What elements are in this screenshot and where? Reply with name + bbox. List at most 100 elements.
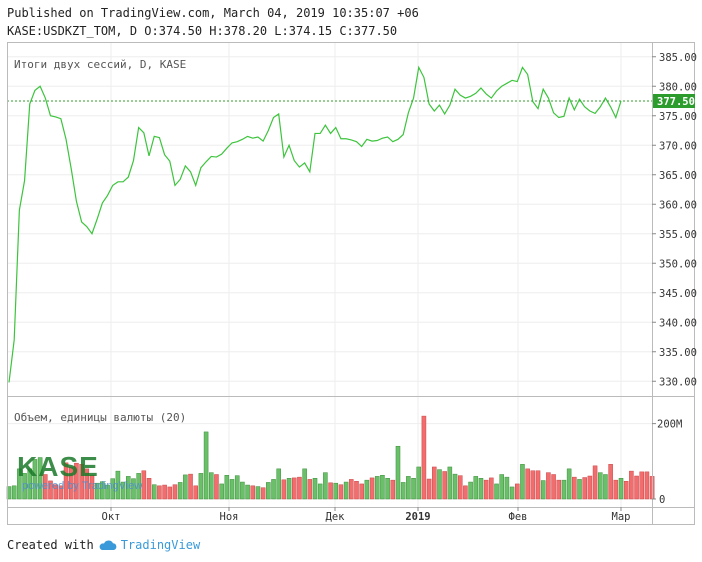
volume-bar <box>131 478 136 500</box>
price-line <box>7 65 652 383</box>
volume-bar <box>432 466 437 500</box>
x-tick-label: Мар <box>612 511 631 523</box>
outer-frame <box>7 42 695 525</box>
volume-bar <box>307 479 313 500</box>
volume-bar <box>572 476 577 500</box>
volume-bar <box>634 475 639 500</box>
x-tick-label: 2019 <box>405 511 430 523</box>
volume-bar <box>597 472 603 500</box>
volume-bar <box>385 478 390 500</box>
volume-bar <box>629 470 634 500</box>
volume-bar <box>58 485 64 500</box>
volume-bar <box>281 479 287 500</box>
volume-bar <box>240 481 245 500</box>
volume-bar <box>172 484 178 500</box>
volume-bar <box>79 464 84 500</box>
volume-bar <box>312 478 318 500</box>
kase-logo: KASE powered by TradingView <box>17 451 142 492</box>
volume-bar <box>577 479 582 500</box>
volume-bar <box>530 470 536 500</box>
x-tick-label: Фев <box>509 511 528 523</box>
volume-bar <box>411 478 416 500</box>
volume-bar <box>515 483 520 500</box>
tradingview-brand[interactable]: TradingView <box>98 538 200 552</box>
volume-bar <box>323 472 328 500</box>
x-tick-label: Ноя <box>220 511 239 523</box>
price-pane-title: Итоги двух сессий, D, KASE <box>14 58 186 71</box>
volume-bar <box>380 475 385 500</box>
volume-bar <box>250 485 256 500</box>
volume-bar <box>452 473 458 500</box>
volume-bar <box>374 476 380 500</box>
volume-bar <box>540 480 546 500</box>
volume-bar <box>457 475 463 500</box>
volume-bar <box>520 464 525 500</box>
volume-bar <box>478 478 484 500</box>
grid <box>7 42 652 507</box>
volume-tick-label: 200M <box>657 419 682 431</box>
y-tick-label: 375.00 <box>659 111 697 123</box>
volume-bar <box>141 470 147 500</box>
volume-bar <box>229 479 235 500</box>
x-tick-label: Окт <box>102 511 121 523</box>
volume-bar <box>525 468 530 500</box>
volume-bar <box>100 481 105 500</box>
volume-bar <box>551 474 556 500</box>
y-tick-label: 385.00 <box>659 52 697 64</box>
chart-frame <box>7 42 695 525</box>
volume-bar <box>582 477 587 500</box>
y-tick-label: 380.00 <box>659 81 697 93</box>
volume-bar <box>504 476 510 500</box>
volume-bar <box>623 481 629 500</box>
y-tick-label: 365.00 <box>659 170 697 182</box>
volume-bar <box>105 484 110 500</box>
y-tick-label: 355.00 <box>659 229 697 241</box>
volume-bar <box>84 468 90 500</box>
volume-bar <box>400 482 406 500</box>
volume-bar <box>234 475 240 500</box>
volume-bar <box>468 481 473 500</box>
volume-bar <box>494 483 499 500</box>
volume-bar <box>219 483 224 500</box>
volume-bar <box>214 474 219 500</box>
volume-bar <box>188 473 193 500</box>
price-series-line <box>8 65 622 383</box>
y-tick-label: 345.00 <box>659 288 697 300</box>
volume-bar <box>94 482 100 500</box>
volume-bar <box>618 478 624 500</box>
volume-bar <box>6 486 12 500</box>
volume-bar <box>556 479 562 500</box>
volume-bar <box>17 468 22 500</box>
volume-bar <box>639 471 645 500</box>
volume-bar <box>255 486 261 500</box>
volume-bar <box>167 486 173 500</box>
created-with-text: Created with <box>7 538 94 552</box>
volume-bar <box>110 478 116 500</box>
volume-bar <box>22 473 27 500</box>
volume-bar <box>587 475 593 500</box>
volume-bar <box>354 481 359 500</box>
axis-labels: 330.00 335.00 340.00 345.00 350.00 355.00 360.… <box>102 52 697 523</box>
volume-bar <box>535 470 541 500</box>
volume-bar <box>509 486 515 500</box>
volume-bar <box>317 483 323 500</box>
volume-bar <box>644 471 650 500</box>
volume-bar <box>447 466 453 500</box>
volume-bar <box>193 485 198 500</box>
volume-bar <box>608 464 613 500</box>
volume-bar <box>203 431 209 500</box>
volume-bar <box>302 468 307 500</box>
y-tick-label: 340.00 <box>659 317 697 329</box>
volume-bar <box>126 476 131 500</box>
volume-tick-label: 0 <box>659 494 665 506</box>
y-tick-label: 360.00 <box>659 199 697 211</box>
volume-bar <box>297 476 302 500</box>
volume-bar <box>328 482 333 500</box>
volume-bar <box>89 475 95 500</box>
volume-bar <box>546 472 551 500</box>
volume-bar <box>32 459 38 500</box>
volume-bar <box>442 471 447 500</box>
volume-bar <box>37 457 43 500</box>
y-tick-label: 370.00 <box>659 140 697 152</box>
